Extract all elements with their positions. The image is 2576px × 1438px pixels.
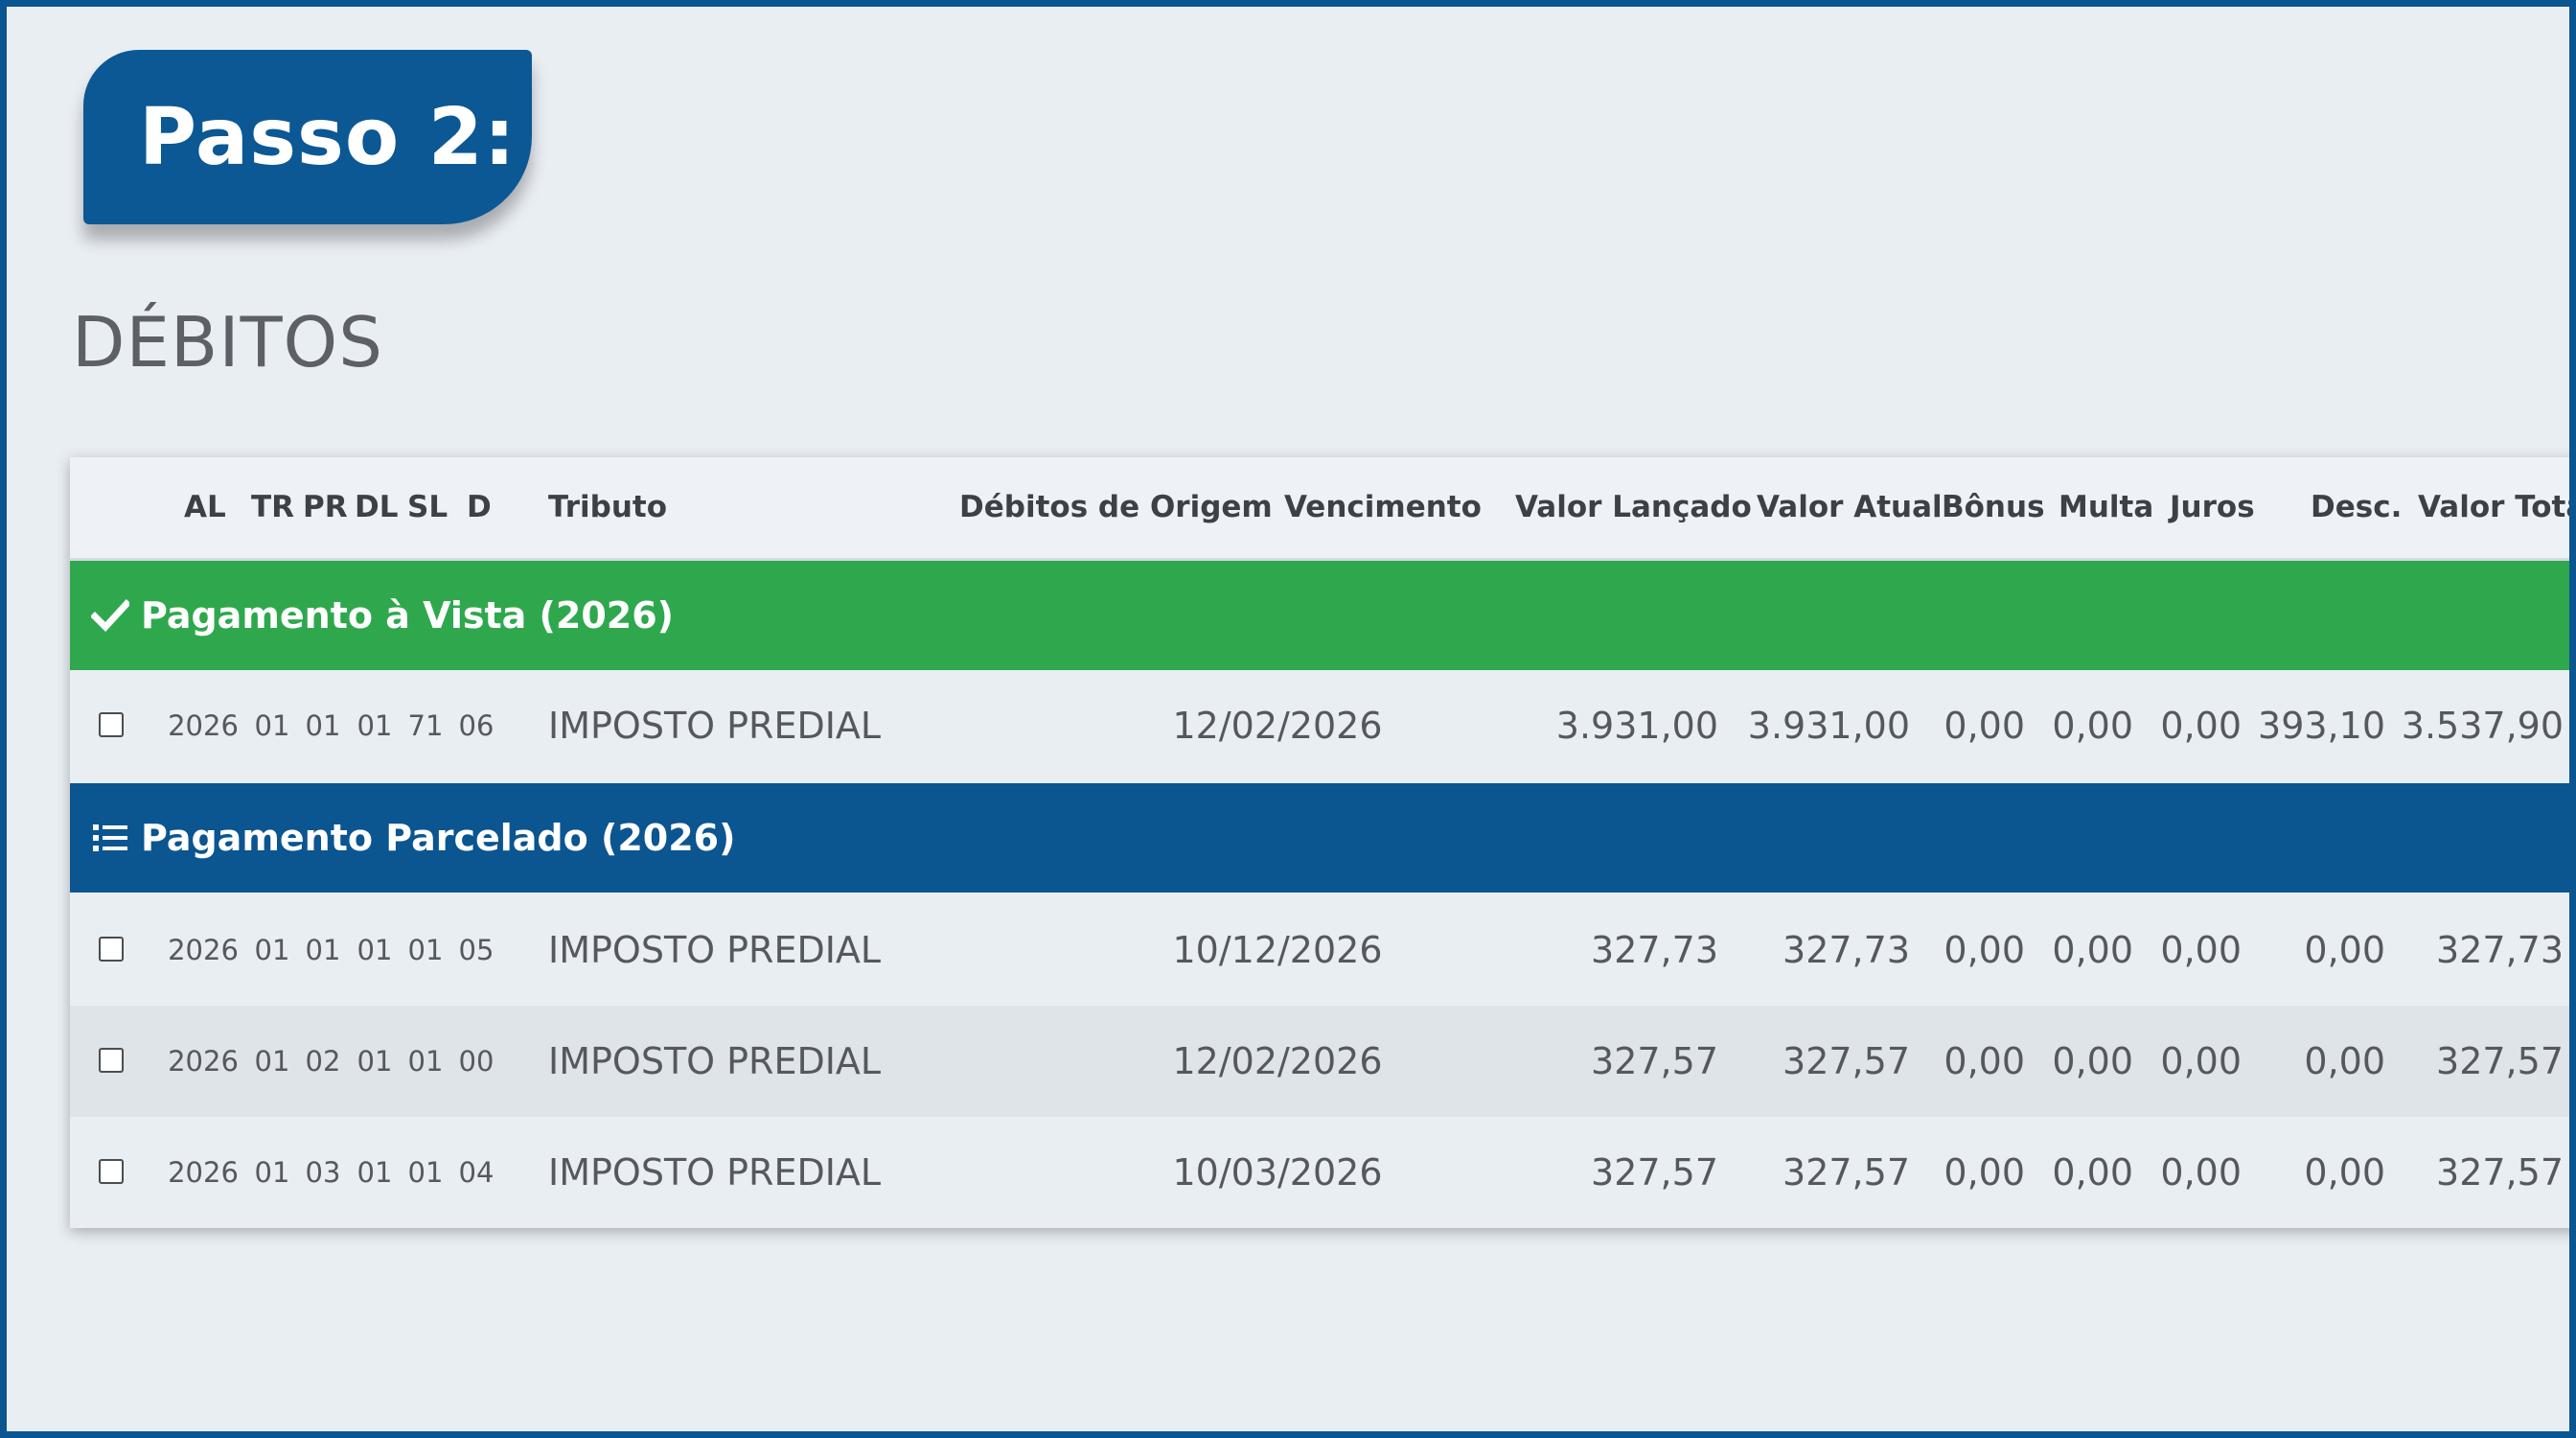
column-header-pr: PR <box>303 490 348 524</box>
page-title: DÉBITOS <box>72 302 383 383</box>
cell-tr: 01 <box>254 1045 290 1078</box>
column-header-multa: Multa <box>2058 490 2154 524</box>
cell-desc: 0,00 <box>2304 1040 2385 1082</box>
cell-sl: 01 <box>407 1156 444 1189</box>
column-header-d: D <box>467 490 492 524</box>
cell-al: 2026 <box>168 709 239 742</box>
table-row[interactable]: 2026 01 01 01 71 06 IMPOSTO PREDIAL 12/0… <box>70 670 2569 781</box>
cell-d: 04 <box>458 1156 494 1189</box>
row-checkbox[interactable] <box>99 712 124 737</box>
row-checkbox[interactable] <box>99 937 124 962</box>
cell-multa: 0,00 <box>2052 1040 2133 1082</box>
cell-vencimento: 10/12/2026 <box>1172 929 1383 971</box>
cell-pr: 03 <box>305 1156 341 1189</box>
column-header-debitos-origem: Débitos de Origem <box>959 490 1273 524</box>
column-header-desc: Desc. <box>2311 490 2403 524</box>
cell-sl: 01 <box>407 934 444 966</box>
cell-valor-atual: 327,57 <box>1782 1040 1910 1082</box>
column-header-tr: TR <box>251 490 295 524</box>
cell-al: 2026 <box>168 1156 239 1189</box>
table-row[interactable]: 2026 01 03 01 01 04 IMPOSTO PREDIAL 10/0… <box>70 1117 2569 1228</box>
column-header-dl: DL <box>355 490 399 524</box>
cell-desc: 393,10 <box>2258 705 2385 747</box>
column-header-tributo: Tributo <box>548 490 668 524</box>
row-checkbox[interactable] <box>99 1159 124 1184</box>
cell-d: 06 <box>458 709 494 742</box>
cell-bonus: 0,00 <box>1944 929 2025 971</box>
cell-bonus: 0,00 <box>1944 705 2025 747</box>
cell-valor-total: 3.537,90 <box>2401 705 2564 747</box>
cell-valor-total: 327,73 <box>2436 929 2564 971</box>
column-header-valor-total: Valor Tota <box>2418 490 2576 524</box>
cell-valor-total: 327,57 <box>2436 1151 2564 1194</box>
column-header-valor-atual: Valor Atual <box>1757 490 1943 524</box>
cell-vencimento: 10/03/2026 <box>1172 1151 1383 1194</box>
column-header-juros: Juros <box>2170 490 2255 524</box>
column-header-valor-lancado: Valor Lançado <box>1515 490 1752 524</box>
cell-pr: 01 <box>305 934 341 966</box>
cell-dl: 01 <box>356 934 393 966</box>
cell-vencimento: 12/02/2026 <box>1172 705 1383 747</box>
group-header-pagamento-parcelado[interactable]: Pagamento Parcelado (2026) <box>70 783 2569 893</box>
table-row[interactable]: 2026 01 02 01 01 00 IMPOSTO PREDIAL 12/0… <box>70 1006 2569 1117</box>
list-icon <box>93 824 127 851</box>
cell-desc: 0,00 <box>2304 929 2385 971</box>
cell-valor-atual: 3.931,00 <box>1747 705 1910 747</box>
cell-bonus: 0,00 <box>1944 1040 2025 1082</box>
group-label: Pagamento Parcelado (2026) <box>141 817 736 859</box>
cell-valor-atual: 327,73 <box>1782 929 1910 971</box>
cell-tributo: IMPOSTO PREDIAL <box>548 705 882 747</box>
cell-valor-lancado: 327,57 <box>1591 1040 1718 1082</box>
debts-table: AL TR PR DL SL D Tributo Débitos de Orig… <box>70 457 2576 1228</box>
column-header-sl: SL <box>407 490 448 524</box>
cell-valor-lancado: 327,57 <box>1591 1151 1718 1194</box>
cell-tributo: IMPOSTO PREDIAL <box>548 1151 882 1194</box>
step-tab: Passo 2: <box>83 50 532 224</box>
cell-multa: 0,00 <box>2052 929 2133 971</box>
step-label: Passo 2: <box>139 91 517 183</box>
cell-juros: 0,00 <box>2160 1040 2242 1082</box>
column-header-bonus: Bônus <box>1942 490 2045 524</box>
cell-tributo: IMPOSTO PREDIAL <box>548 929 882 971</box>
row-checkbox[interactable] <box>99 1048 124 1073</box>
cell-tr: 01 <box>254 1156 290 1189</box>
table-header: AL TR PR DL SL D Tributo Débitos de Orig… <box>70 457 2576 561</box>
cell-desc: 0,00 <box>2304 1151 2385 1194</box>
cell-pr: 02 <box>305 1045 341 1078</box>
group-header-pagamento-vista[interactable]: Pagamento à Vista (2026) <box>70 561 2569 670</box>
cell-vencimento: 12/02/2026 <box>1172 1040 1383 1082</box>
cell-bonus: 0,00 <box>1944 1151 2025 1194</box>
cell-juros: 0,00 <box>2160 929 2242 971</box>
group-label: Pagamento à Vista (2026) <box>141 594 675 637</box>
cell-sl: 01 <box>407 1045 444 1078</box>
check-icon <box>91 599 129 633</box>
cell-d: 05 <box>458 934 494 966</box>
cell-pr: 01 <box>305 709 341 742</box>
cell-al: 2026 <box>168 1045 239 1078</box>
cell-multa: 0,00 <box>2052 705 2133 747</box>
cell-valor-atual: 327,57 <box>1782 1151 1910 1194</box>
cell-valor-total: 327,57 <box>2436 1040 2564 1082</box>
cell-sl: 71 <box>407 709 444 742</box>
cell-al: 2026 <box>168 934 239 966</box>
cell-juros: 0,00 <box>2160 705 2242 747</box>
cell-tributo: IMPOSTO PREDIAL <box>548 1040 882 1082</box>
cell-valor-lancado: 327,73 <box>1591 929 1718 971</box>
cell-dl: 01 <box>356 1156 393 1189</box>
cell-tr: 01 <box>254 934 290 966</box>
column-header-vencimento: Vencimento <box>1284 490 1482 524</box>
cell-d: 00 <box>458 1045 494 1078</box>
cell-multa: 0,00 <box>2052 1151 2133 1194</box>
cell-valor-lancado: 3.931,00 <box>1555 705 1718 747</box>
cell-dl: 01 <box>356 709 393 742</box>
column-header-al: AL <box>184 490 226 524</box>
cell-juros: 0,00 <box>2160 1151 2242 1194</box>
cell-dl: 01 <box>356 1045 393 1078</box>
cell-tr: 01 <box>254 709 290 742</box>
table-row[interactable]: 2026 01 01 01 01 05 IMPOSTO PREDIAL 10/1… <box>70 894 2569 1006</box>
